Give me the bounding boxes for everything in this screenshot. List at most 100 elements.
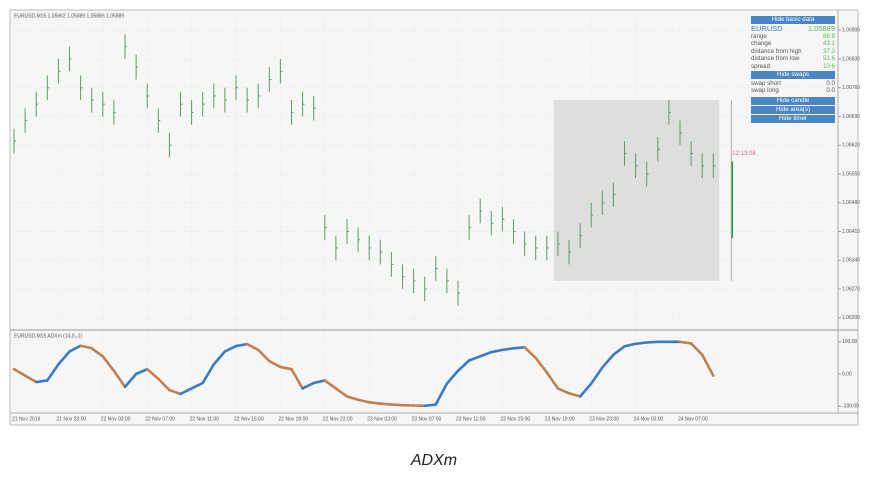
adx-segment (168, 388, 182, 396)
adx-segment (378, 402, 393, 406)
adx-segment (212, 350, 227, 366)
info-label: spread (751, 62, 770, 70)
chart-header: EURUSD,M15 1.05862 1.05889 1.05886 1.058… (14, 13, 124, 19)
panel-button[interactable]: Hide candle (751, 96, 835, 105)
x-tick-label: 22 Nov 15:00 (234, 416, 264, 422)
price-area (553, 100, 720, 281)
adx-segment (12, 367, 27, 377)
info-row: distance from high 37.3 (751, 48, 835, 56)
info-value: 51.6 (822, 55, 835, 63)
x-tick-label: 22 Nov 07:00 (145, 416, 175, 422)
adx-segment (279, 365, 293, 371)
adx-segment (90, 346, 105, 358)
price: 1.05889 (807, 24, 835, 33)
x-tick-label: 24 Nov 07:00 (678, 416, 708, 422)
y-tick-label: 1.06270 (842, 286, 860, 292)
info-value: 0.0 (826, 79, 835, 87)
adx-segment (256, 348, 271, 363)
adx-segment (101, 355, 116, 373)
x-tick-label: 23 Nov 19:00 (545, 416, 575, 422)
symbol-row: EURUSD 1.05889 (751, 25, 835, 33)
adx-segment (290, 367, 304, 390)
y-tick-label: 1.06550 (842, 171, 860, 177)
x-tick-label: 23 Nov 15:00 (500, 416, 530, 422)
adx-segment (23, 374, 38, 384)
x-tick-label: 22 Nov 19:00 (278, 416, 308, 422)
adx-segment (456, 359, 471, 373)
adx-segment (190, 381, 204, 390)
adx-segment (34, 379, 49, 384)
x-tick-label: 23 Nov 03:00 (367, 416, 397, 422)
info-value: 43.1 (822, 40, 835, 48)
adx-segment (489, 348, 504, 354)
adx-segment (45, 363, 60, 382)
y-tick-label: -100.00 (842, 403, 859, 409)
chart: EURUSD,M15 1.05862 1.05889 1.05886 1.058… (9, 9, 860, 426)
adx-segment (123, 372, 138, 389)
info-value: 10.6 (822, 62, 835, 70)
adx-segment (356, 398, 371, 404)
info-label: swap long (751, 87, 779, 95)
info-row: swap long 0.0 (751, 87, 835, 95)
info-label: change (751, 40, 772, 48)
adx-segment (245, 342, 260, 352)
adx-segment (234, 342, 249, 348)
y-tick-label: 100.00 (842, 339, 858, 345)
x-tick-label: 22 Nov 03:00 (101, 416, 131, 422)
adx-segment (57, 350, 71, 366)
adx-segment (634, 341, 649, 346)
adx-segment (689, 342, 704, 357)
hide-swaps-button[interactable]: Hide swaps (751, 70, 835, 79)
adx-segment (478, 350, 493, 358)
adx-segment (445, 369, 460, 385)
info-value: 0.0 (826, 87, 835, 95)
y-tick-label: 1.06410 (842, 229, 860, 235)
adx-segment (68, 344, 82, 353)
adx-segment (678, 340, 693, 345)
y-tick-label: 1.06760 (842, 85, 860, 91)
info-panel: Hide basic data EURUSD 1.05889 range 88.9 cha… (751, 16, 835, 124)
candle-timer: 12:13:08 (732, 151, 756, 157)
adx-segment (134, 367, 149, 376)
adx-segment (345, 395, 360, 402)
adx-segment (79, 344, 93, 350)
adx-segment (312, 379, 327, 385)
adx-segment (223, 344, 238, 353)
adx-segment (578, 382, 593, 398)
adx-segment (434, 382, 449, 406)
adx-segment (523, 346, 538, 360)
adx-segment (623, 342, 637, 348)
x-tick-label: 23 Nov 11:00 (456, 416, 486, 422)
adx-segment (567, 391, 582, 398)
info-label: range (751, 32, 767, 40)
info-label: distance from low (751, 55, 800, 63)
panel-button[interactable]: Hide timer (751, 114, 835, 123)
adx-segment (323, 379, 338, 390)
hide-basic-button[interactable]: Hide basic data (751, 16, 835, 24)
y-tick-label: 1.06830 (842, 56, 860, 62)
x-tick-label: 23 Nov 23:00 (589, 416, 619, 422)
y-tick-label: 1.06900 (842, 28, 860, 34)
adx-segment (589, 366, 604, 385)
info-label: distance from high (751, 47, 802, 55)
adx-segment (267, 359, 282, 369)
y-tick-label: 1.06200 (842, 315, 860, 321)
info-label: swap short (751, 79, 781, 87)
panel-button[interactable]: Hide area(s) (751, 105, 835, 114)
adx-segment (612, 345, 626, 357)
adx-segment (501, 346, 515, 352)
adx-segment (301, 381, 316, 390)
x-tick-label: 23 Nov 07:00 (412, 416, 442, 422)
adx-segment (700, 353, 715, 377)
adx-segment (112, 369, 127, 389)
x-tick-label: 21 Nov 2016 (12, 416, 41, 422)
info-row: swap short 0.0 (751, 80, 835, 88)
adx-segment (534, 356, 549, 374)
adx-segment (600, 353, 615, 369)
adx-segment (423, 403, 438, 408)
info-row: distance from low 51.6 (751, 55, 835, 63)
info-value: 88.9 (822, 32, 835, 40)
adx-segment (545, 371, 560, 390)
y-tick-label: 1.06480 (842, 200, 860, 206)
